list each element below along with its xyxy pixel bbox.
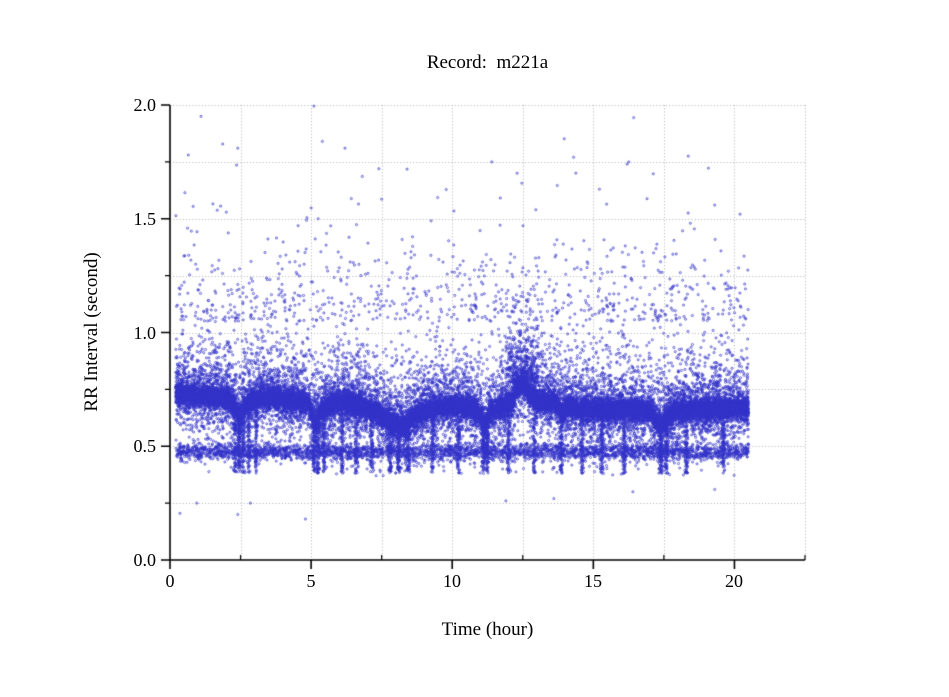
x-tick-label: 10 [443, 571, 461, 591]
y-axis-title: RR Interval (second) [81, 252, 102, 412]
y-tick-label: 2.0 [133, 95, 157, 115]
x-tick-label: 15 [584, 571, 602, 591]
x-tick-label: 20 [725, 571, 743, 591]
x-tick-label: 5 [306, 571, 316, 591]
y-tick-label: 0.0 [133, 550, 157, 570]
y-tick-label: 1.5 [133, 209, 157, 229]
x-tick-label: 0 [165, 571, 175, 591]
y-tick-label: 0.5 [133, 436, 157, 456]
x-axis-title: Time (hour) [441, 619, 534, 640]
chart-title: Record: m221a [426, 52, 549, 73]
y-tick-label: 1.0 [133, 323, 157, 343]
